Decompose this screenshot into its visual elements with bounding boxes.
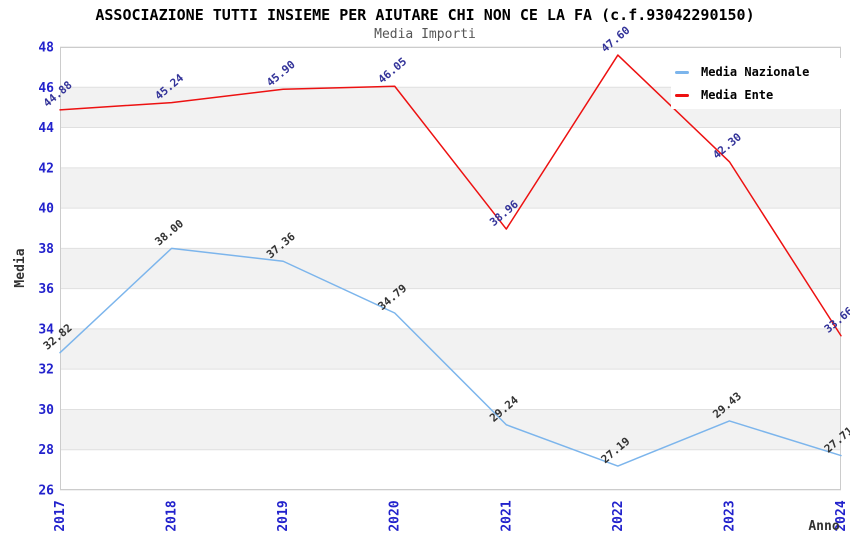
chart-subtitle: Media Importi [374, 27, 476, 42]
y-tick-label: 30 [38, 403, 54, 418]
legend-item-media-nazionale[interactable]: Media Nazionale [675, 63, 845, 81]
x-tick-label: 2018 [165, 500, 180, 531]
y-axis-title: Media [13, 248, 28, 287]
y-tick-label: 40 [38, 202, 54, 217]
y-tick-label: 28 [38, 443, 54, 458]
background-band [60, 409, 841, 450]
x-tick-label: 2024 [834, 500, 849, 531]
y-tick-label: 36 [38, 282, 54, 297]
x-axis-title: Anno [808, 519, 839, 534]
y-tick-label: 32 [38, 363, 54, 378]
legend-label-media-nazionale: Media Nazionale [701, 65, 810, 79]
data-label: 45.90 [264, 58, 298, 89]
data-label: 38.00 [152, 217, 186, 248]
plot-border [60, 47, 841, 490]
x-tick-label: 2019 [276, 500, 291, 531]
series-line-media-ente [59, 54, 842, 337]
y-tick-label: 42 [38, 161, 54, 176]
background-band [60, 328, 841, 370]
data-label: 46.05 [376, 55, 410, 86]
y-tick-label: 46 [38, 81, 54, 96]
x-tick-label: 2023 [722, 500, 737, 531]
line-marker-icon [675, 70, 689, 74]
x-tick-label: 2022 [611, 500, 626, 531]
data-label: 47.60 [599, 24, 633, 55]
x-tick-label: 2021 [499, 500, 514, 531]
y-tick-label: 26 [38, 484, 54, 499]
legend-item-media-ente[interactable]: Media Ente [675, 86, 845, 104]
series-line-media-nazionale [59, 247, 842, 467]
y-tick-label: 34 [38, 322, 54, 337]
background-band [60, 167, 841, 209]
x-tick-label: 2020 [388, 500, 403, 531]
line-marker-icon [675, 93, 689, 97]
legend-label-media-ente: Media Ente [701, 88, 774, 102]
y-tick-label: 44 [38, 121, 54, 136]
y-tick-label: 48 [38, 41, 54, 56]
y-tick-label: 38 [38, 242, 54, 257]
x-tick-label: 2017 [53, 500, 68, 531]
background-band [60, 248, 841, 289]
chart-title: ASSOCIAZIONE TUTTI INSIEME PER AIUTARE C… [95, 6, 755, 24]
legend: Media Nazionale Media Ente [671, 58, 845, 109]
data-label: 42.30 [710, 130, 744, 161]
